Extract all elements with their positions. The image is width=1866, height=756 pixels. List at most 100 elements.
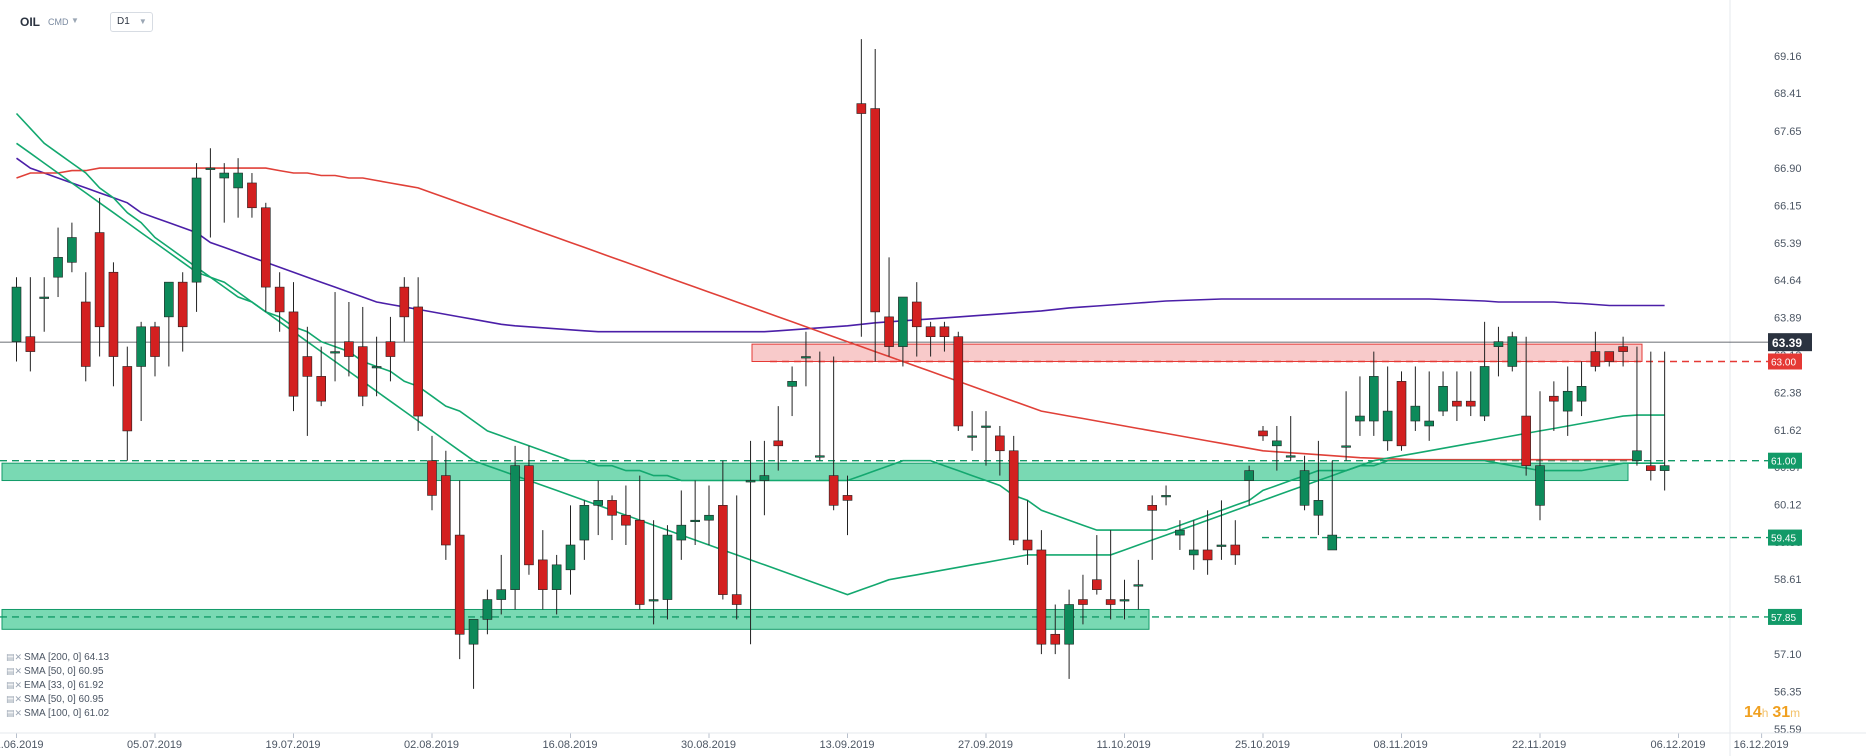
candle-body (67, 237, 77, 263)
candle-body (690, 519, 700, 523)
time-tick-label: 08.11.2019 (1374, 739, 1428, 751)
candle-body (482, 599, 493, 620)
candle-body (1078, 599, 1088, 605)
candle-body (1064, 604, 1074, 645)
candle-body (1382, 410, 1393, 442)
legend-item-sma50[interactable]: ▤✕ SMA [50, 0] 60.95 (6, 664, 109, 678)
time-tick-label: 27.09.2019 (958, 739, 1013, 751)
candle-body (122, 366, 133, 432)
candle-body (1341, 445, 1351, 448)
candle-body (745, 480, 756, 483)
candle-body (1618, 346, 1628, 352)
candle-body (634, 519, 645, 605)
candle-body (967, 435, 977, 438)
price-tick-label: 57.10 (1774, 649, 1802, 661)
candle-body (1313, 500, 1324, 516)
candle-body (247, 182, 257, 209)
candle-body (551, 564, 562, 590)
candle-body (1133, 584, 1144, 587)
time-tick-label: 06.12.2019 (1651, 739, 1706, 751)
candle-body (53, 257, 63, 278)
candle-body (537, 559, 548, 590)
zone-green-1 (1, 462, 1629, 482)
time-tick-label: 25.10.2019 (1235, 739, 1290, 751)
candle-body (1632, 450, 1642, 461)
current-price-label: 63.39 (1772, 336, 1802, 350)
candle-body (399, 286, 410, 318)
indicator-line (16, 167, 1637, 461)
candle-body (1604, 351, 1615, 362)
candle-body (510, 465, 520, 590)
candle-body (828, 475, 839, 506)
timeframe-selector[interactable]: D1 ▼ (110, 12, 153, 32)
zone-green-2 (1, 608, 1150, 630)
candle-body (136, 326, 146, 367)
candle-body (177, 281, 188, 328)
candle-body (344, 341, 354, 357)
indicator-menu-icon[interactable]: ▤✕ (6, 708, 23, 718)
legend-item-sma50-b[interactable]: ▤✕ SMA [50, 0] 60.95 (6, 692, 109, 706)
candle-body (607, 500, 617, 516)
indicator-menu-icon[interactable]: ▤✕ (6, 666, 23, 676)
candle-body (1147, 505, 1157, 511)
candle-body (1535, 465, 1545, 506)
candle-body (981, 425, 991, 428)
candle-body (1590, 351, 1601, 367)
candle-body (911, 301, 922, 328)
legend-item-sma200[interactable]: ▤✕ SMA [200, 0] 64.13 (6, 650, 109, 664)
candle-body (1576, 386, 1587, 402)
time-tick-label: 16.08.2019 (543, 739, 598, 751)
legend-label: SMA [200, 0] 64.13 (24, 652, 110, 663)
candle-body (1521, 415, 1531, 466)
time-tick-label: 13.09.2019 (820, 739, 875, 751)
level-label-box (1768, 608, 1802, 625)
candle-body (205, 167, 216, 170)
candle-body (995, 435, 1005, 452)
candle-body (704, 514, 714, 521)
price-tick-label: 61.62 (1774, 425, 1802, 437)
candle-body (1369, 376, 1379, 422)
candle-body (1119, 599, 1130, 602)
candle-body (496, 589, 507, 600)
price-tick-label: 63.89 (1774, 312, 1802, 324)
chart-header: OIL CMD ▼ D1 ▼ (0, 0, 1866, 40)
candle-body (219, 172, 230, 179)
candle-body (1355, 415, 1365, 422)
candle-body (856, 103, 867, 114)
candle-body (884, 316, 894, 347)
symbol-label[interactable]: OIL (20, 15, 40, 29)
countdown-hours: 14 (1744, 704, 1762, 721)
time-tick-label: 22.11.2019 (1512, 739, 1566, 751)
current-price-tag (1768, 333, 1812, 352)
candle-body (801, 356, 811, 359)
timeframe-label: D1 (117, 16, 130, 27)
level-label-box (1768, 529, 1802, 546)
candle-body (1092, 579, 1102, 590)
candle-body (939, 326, 950, 338)
price-tick-label: 66.15 (1774, 200, 1802, 212)
indicator-menu-icon[interactable]: ▤✕ (6, 652, 23, 662)
candle-body (330, 351, 340, 354)
candle-body (1646, 465, 1656, 471)
candle-body (1050, 633, 1061, 645)
candle-body (953, 336, 964, 427)
timeframe-chevron-icon: ▼ (138, 17, 147, 26)
indicator-menu-icon[interactable]: ▤✕ (6, 680, 23, 690)
time-tick-label: 30.08.2019 (681, 739, 736, 751)
indicator-menu-icon[interactable]: ▤✕ (6, 694, 23, 704)
candle-body (1465, 400, 1476, 407)
time-tick-label: 05.07.2019 (127, 739, 182, 751)
legend-item-ema33[interactable]: ▤✕ EMA [33, 0] 61.92 (6, 678, 109, 692)
candle-body (94, 232, 105, 328)
time-tick-label: 16.12.2019 (1734, 739, 1789, 751)
legend-item-sma100[interactable]: ▤✕ SMA [100, 0] 61.02 (6, 706, 109, 720)
candle-body (579, 505, 590, 541)
level-label: 61.00 (1771, 457, 1796, 468)
symbol-dropdown-chevron-icon[interactable]: ▼ (71, 16, 79, 25)
indicator-legend: ▤✕ SMA [200, 0] 64.13 ▤✕ SMA [50, 0] 60.95… (6, 650, 109, 720)
candle-body (1175, 529, 1185, 536)
time-tick-label: 19.07.2019 (266, 739, 321, 751)
candle-body (731, 594, 742, 605)
candle-body (648, 599, 659, 602)
